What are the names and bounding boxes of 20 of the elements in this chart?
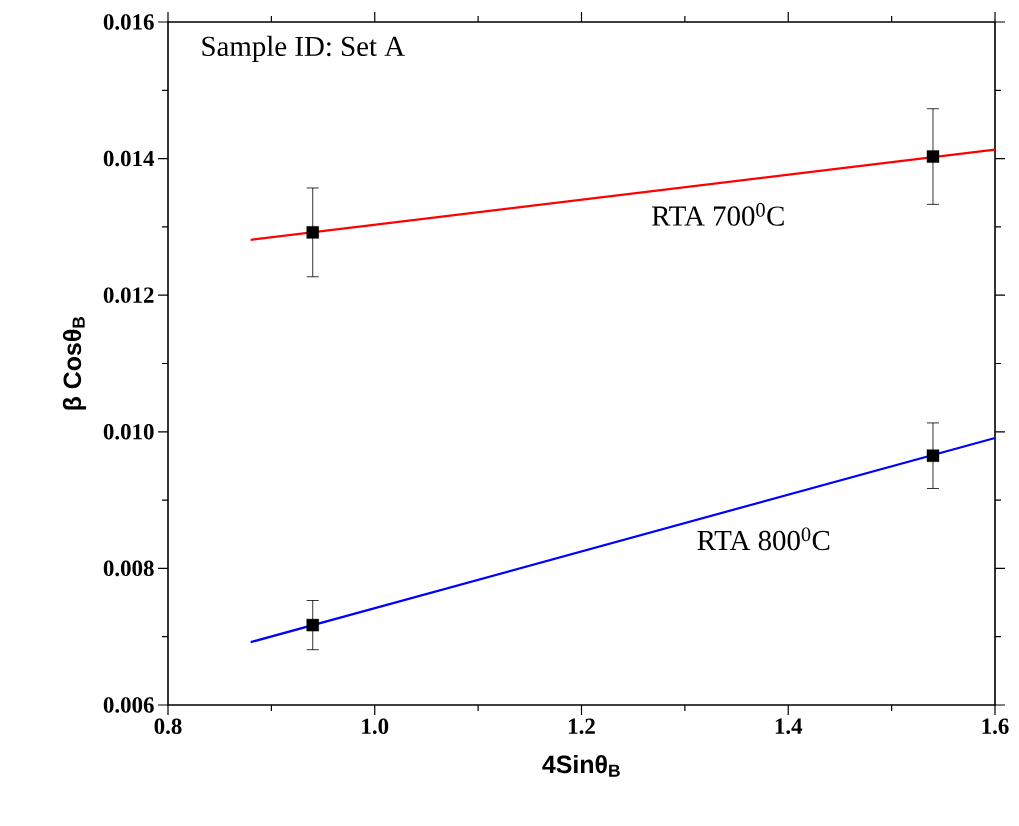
x-tick-label: 1.2	[569, 718, 595, 735]
y-tick-label: 0.008	[103, 560, 154, 577]
y-tick-label: 0.012	[103, 287, 154, 303]
y-tick-label: 0.006	[103, 697, 154, 713]
y-axis-title: β Cosθ$_{B}$	[62, 316, 87, 410]
annotation: Sample ID: Set A	[202, 35, 405, 62]
annotation: RTA 800$^{0}$C	[697, 527, 830, 551]
x-axis-title: 4Sinθ$_{B}$	[542, 754, 620, 777]
point	[306, 618, 319, 632]
annotation: RTA 700$^{0}$C	[652, 203, 784, 226]
y-tick-label: 0.016	[103, 14, 154, 30]
x-tick-label: 0.8	[154, 718, 182, 735]
x-tick-label: 1.0	[362, 718, 389, 735]
y-tick-label: 0.014	[103, 150, 155, 167]
point	[306, 226, 319, 239]
x-tick-label: 1.6	[982, 718, 1009, 735]
point	[926, 449, 940, 462]
x-tick-label: 1.4	[775, 718, 803, 734]
point	[926, 150, 940, 163]
y-tick-label: 0.010	[103, 424, 154, 440]
